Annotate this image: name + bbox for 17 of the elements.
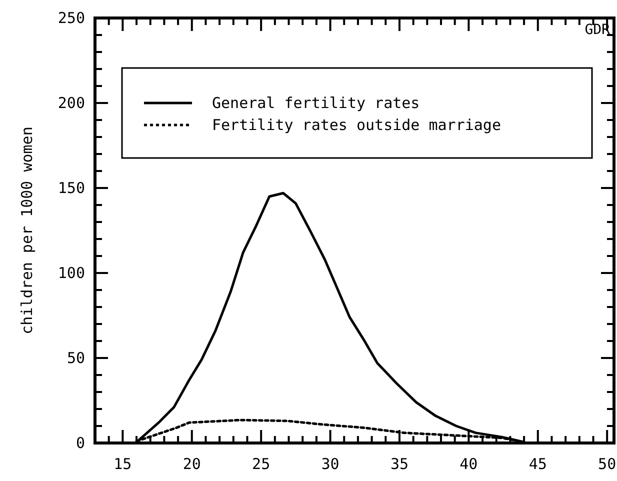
x-tick-label: 35 xyxy=(390,455,409,473)
x-tick-label: 45 xyxy=(528,455,547,473)
x-tick-label: 20 xyxy=(182,455,201,473)
y-tick-label: 50 xyxy=(66,349,85,367)
y-tick-label: 200 xyxy=(58,94,85,112)
x-tick-label: 30 xyxy=(321,455,340,473)
legend-label: Fertility rates outside marriage xyxy=(212,116,501,134)
legend-label: General fertility rates xyxy=(212,94,420,112)
y-tick-label: 100 xyxy=(58,264,85,282)
y-tick-label: 0 xyxy=(76,434,85,452)
y-tick-label: 150 xyxy=(58,179,85,197)
x-tick-label: 40 xyxy=(460,455,478,473)
y-tick-label: 250 xyxy=(58,9,85,27)
x-tick-label: 25 xyxy=(252,455,270,473)
y-axis-title: children per 1000 women xyxy=(18,126,36,334)
x-tick-label: 50 xyxy=(598,455,616,473)
x-tick-label: 15 xyxy=(114,455,132,473)
